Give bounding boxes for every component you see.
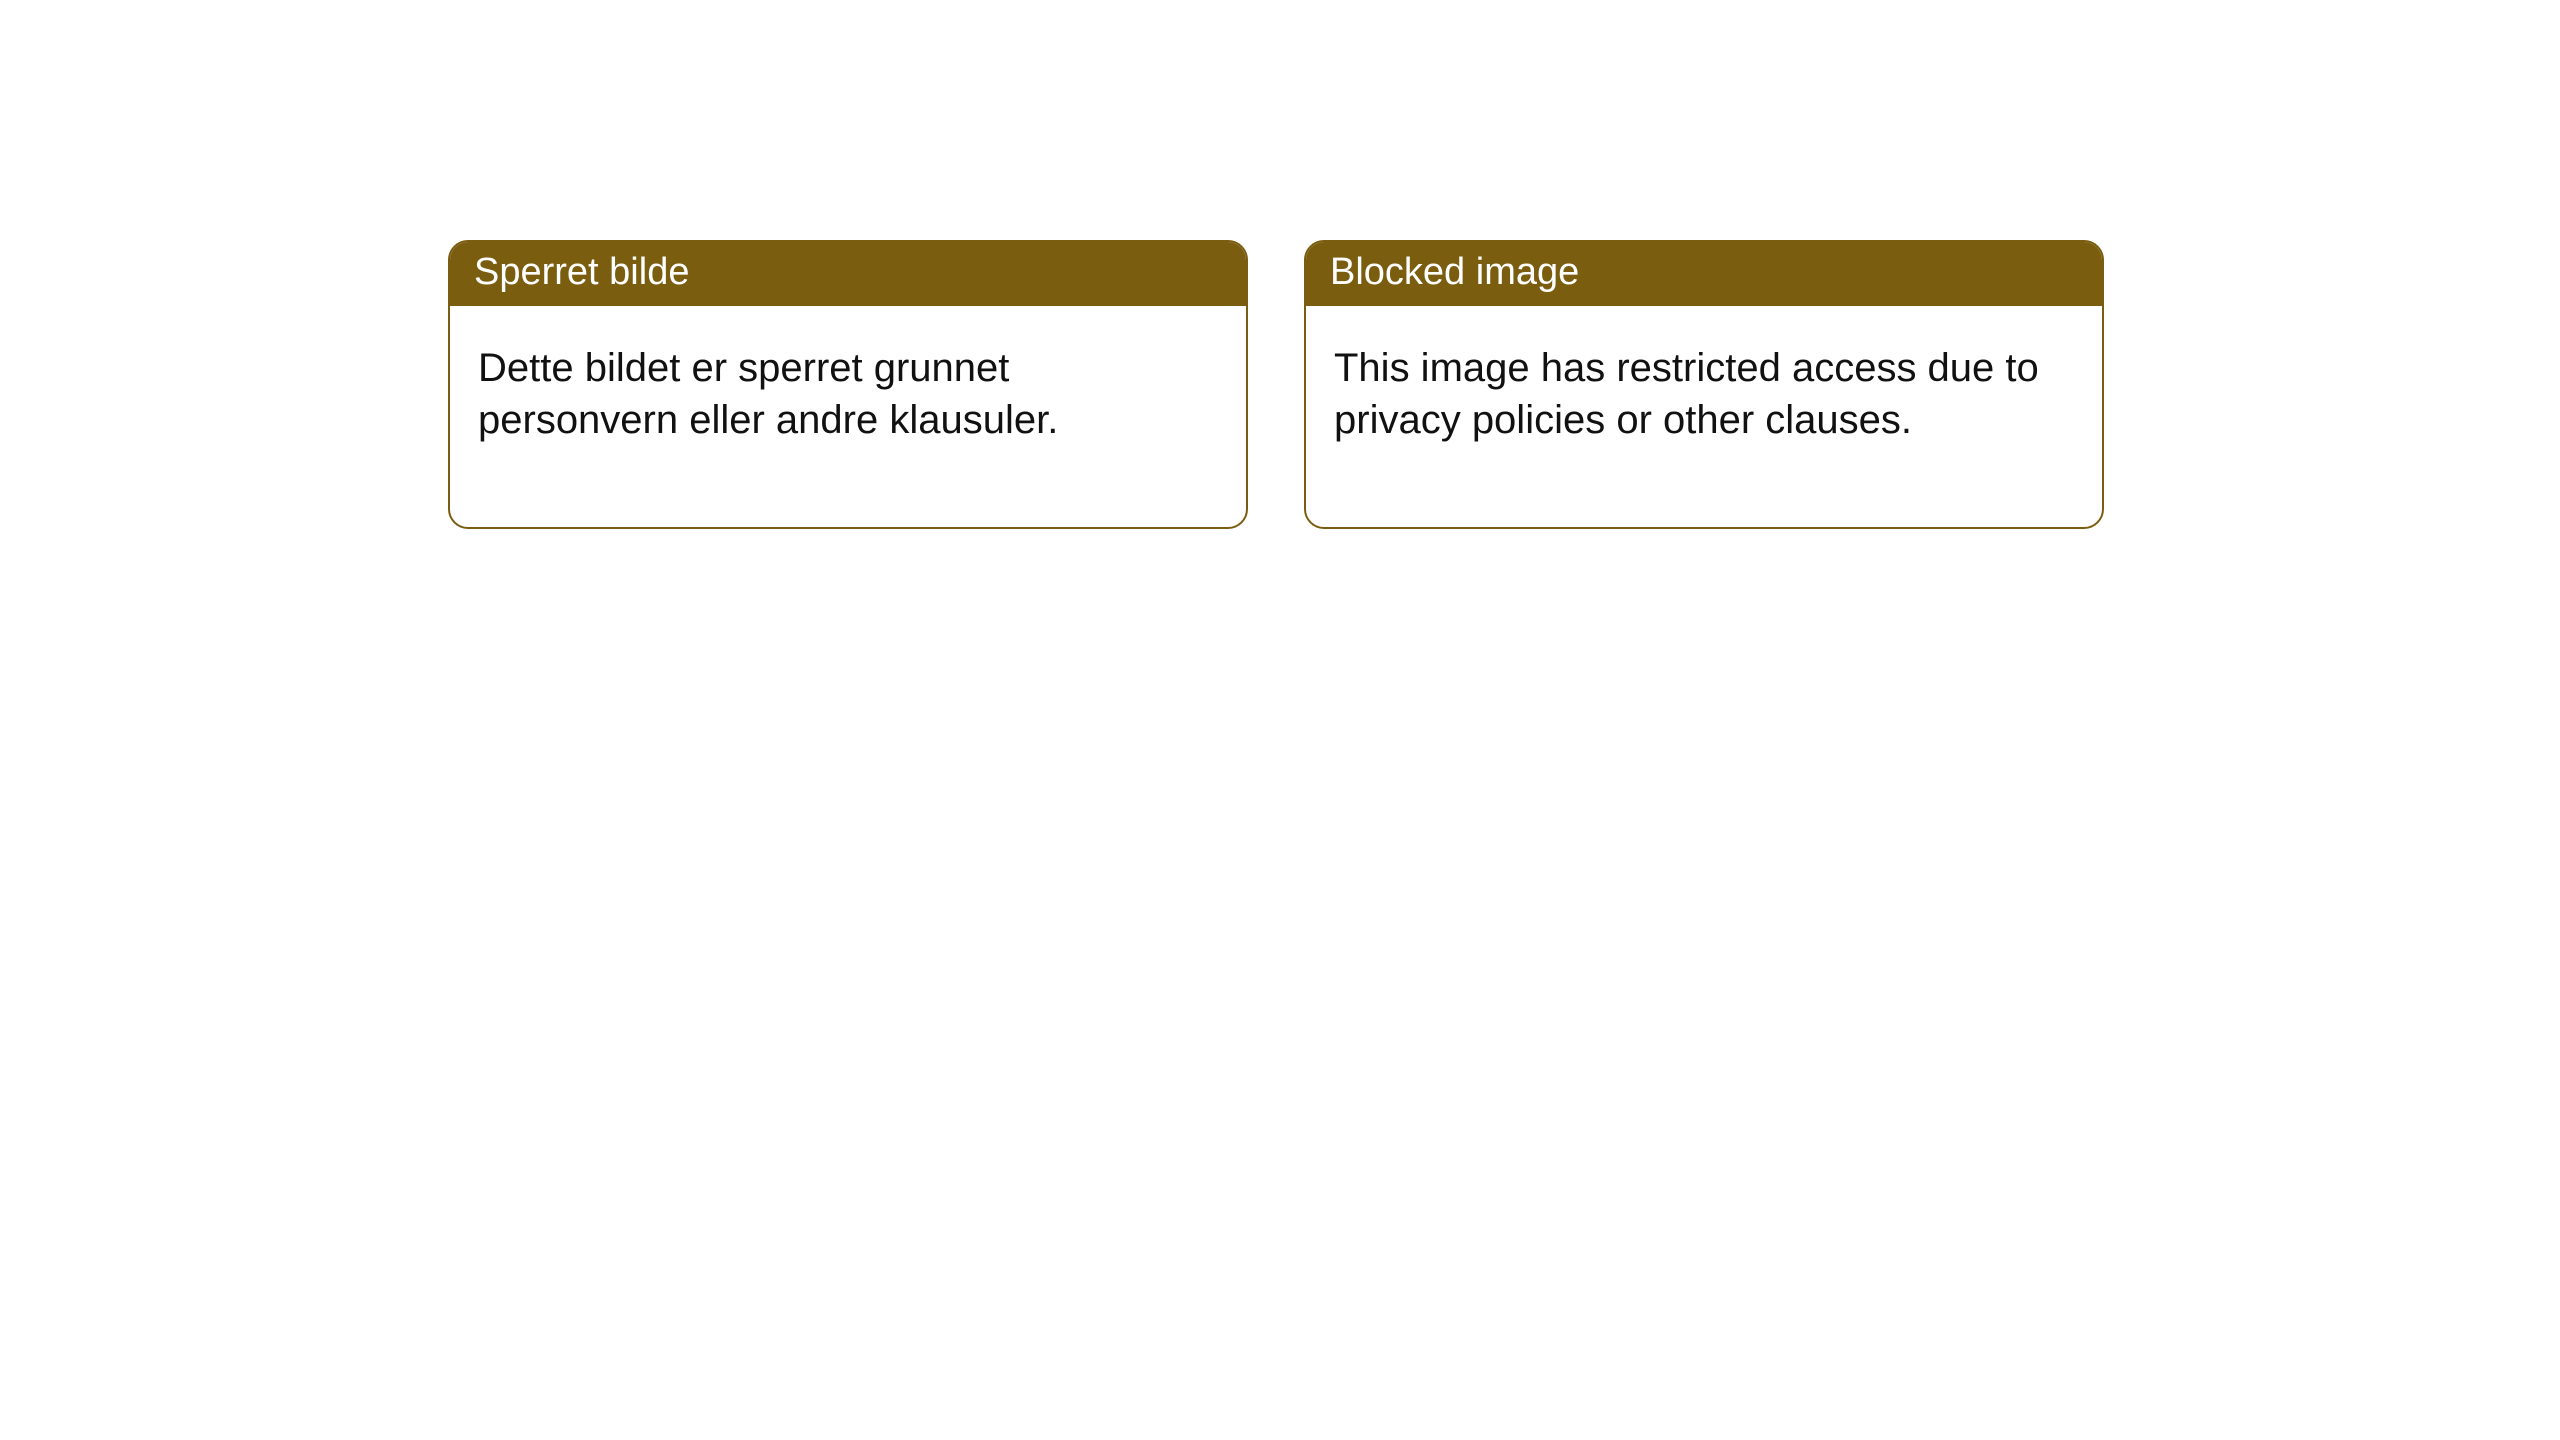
notice-body-english: This image has restricted access due to …: [1306, 306, 2102, 528]
notice-card-english: Blocked image This image has restricted …: [1304, 240, 2104, 529]
notice-title-english: Blocked image: [1306, 242, 2102, 306]
notice-title-norwegian: Sperret bilde: [450, 242, 1246, 306]
notice-card-norwegian: Sperret bilde Dette bildet er sperret gr…: [448, 240, 1248, 529]
notice-body-norwegian: Dette bildet er sperret grunnet personve…: [450, 306, 1246, 528]
notice-container: Sperret bilde Dette bildet er sperret gr…: [0, 0, 2560, 529]
